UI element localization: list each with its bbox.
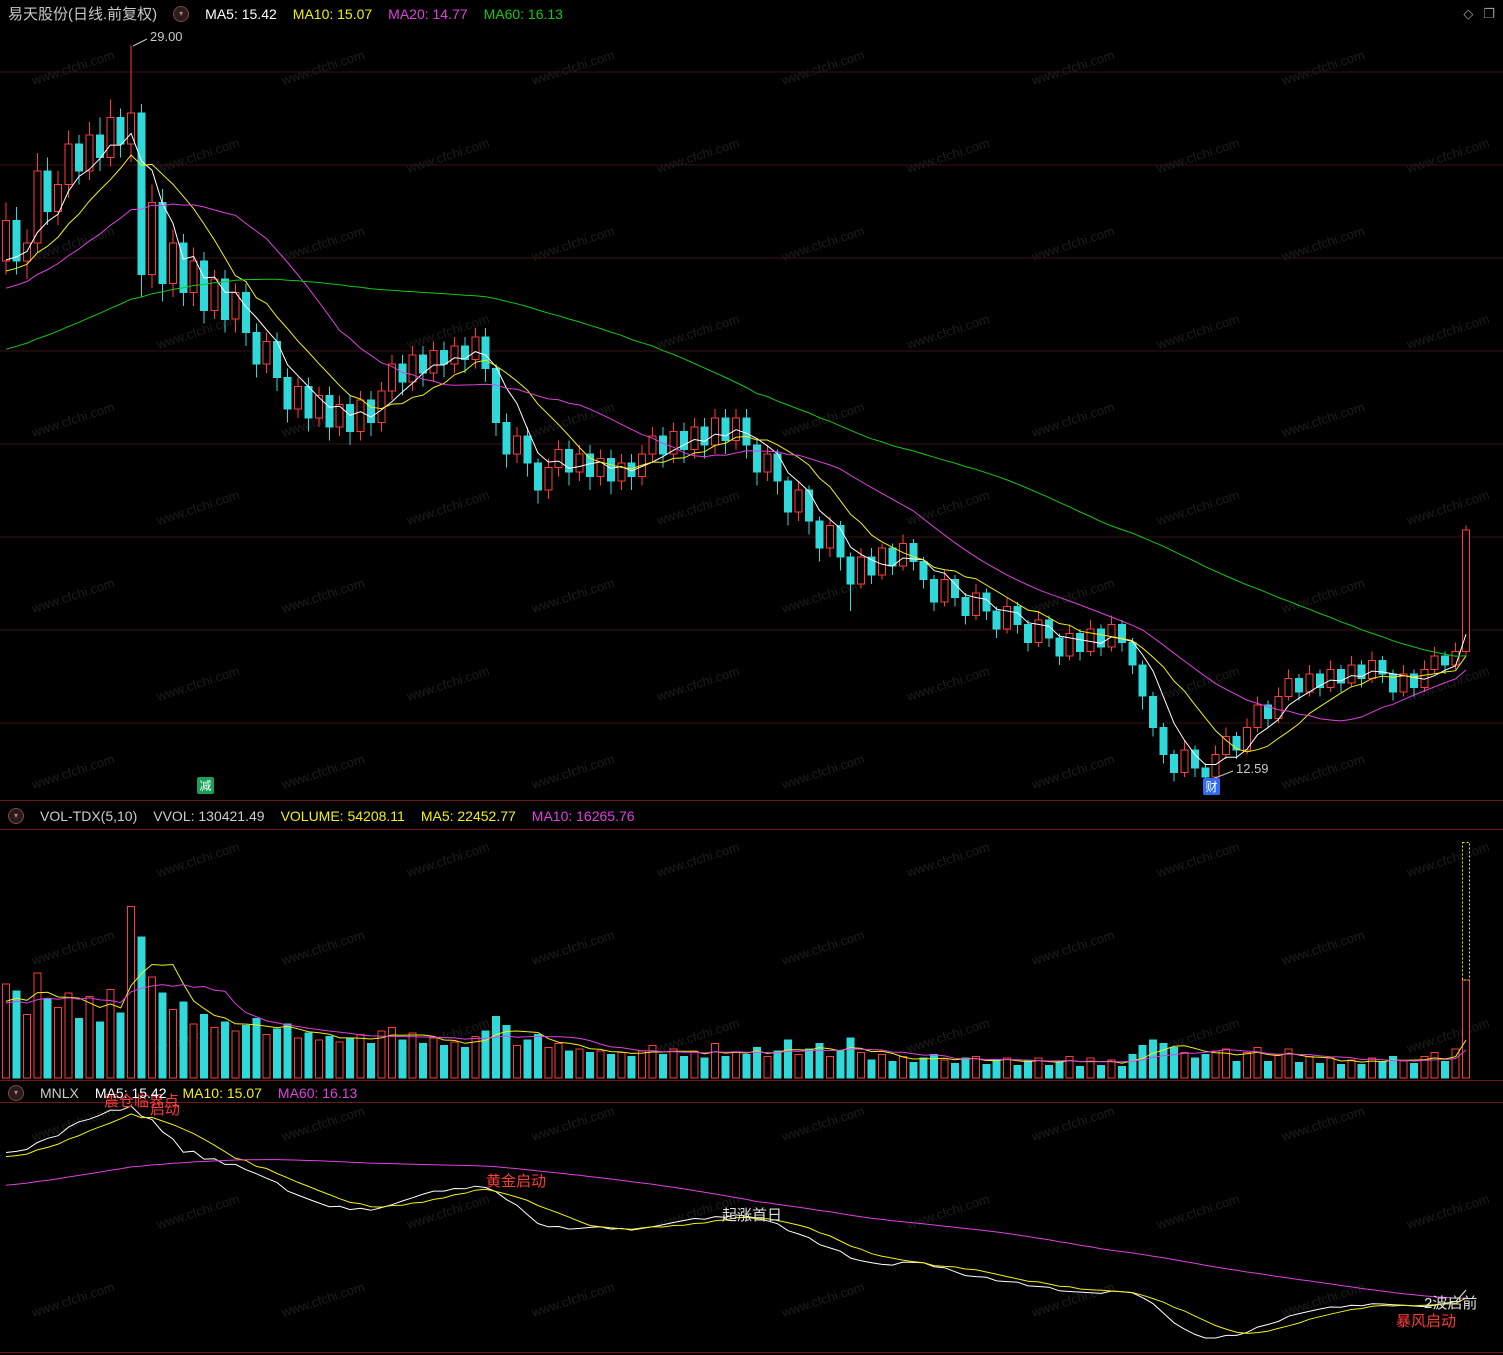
restore-window-icon[interactable]: ❐ [1483, 5, 1495, 21]
mnlx-ma10-line [5, 1113, 1467, 1334]
mnlx-ma5-value: MA5: 15.42 [94, 1084, 167, 1101]
mnlx-collapse-icon[interactable]: ▾ [8, 1084, 24, 1101]
vol-ma10-value: MA10: 16265.76 [531, 807, 635, 824]
volume-ma10-line [5, 984, 1467, 1063]
candlesticks[interactable] [2, 45, 1470, 783]
diamond-icon[interactable]: ◇ [1463, 5, 1474, 21]
vol-ma5-value: MA5: 22452.77 [420, 807, 516, 824]
indicator-collapse-icon[interactable]: ▾ [173, 5, 190, 22]
volume-panel-header: ▾ VOL-TDX(5,10) VVOL: 130421.49 VOLUME: … [0, 803, 1503, 828]
stock-title: 易天股份(日线.前复权) [8, 6, 158, 23]
price-ma60-line [5, 278, 1467, 657]
mnlx-indicator-title: MNLX [40, 1084, 79, 1101]
mnlx-ma10-value: MA10: 15.07 [182, 1084, 262, 1101]
volume-indicator-title: VOL-TDX(5,10) [40, 807, 138, 824]
vvol-value: VVOL: 130421.49 [153, 807, 265, 824]
volume-collapse-icon[interactable]: ▾ [8, 807, 24, 824]
price-ma5-line [5, 132, 1467, 765]
volume-estimate-dashed [1462, 841, 1470, 981]
mnlx-ma60-value: MA60: 16.13 [277, 1084, 358, 1101]
panel-dividers [0, 800, 1503, 1353]
volume-value: VOLUME: 54208.11 [280, 807, 405, 824]
mnlx-panel-header: ▾ MNLX MA5: 15.42 MA10: 15.07 MA60: 16.1… [0, 1081, 1503, 1104]
price-ma20-value: MA20: 14.77 [388, 5, 468, 22]
volume-bars[interactable] [2, 841, 1470, 1079]
price-ma10-value: MA10: 15.07 [292, 5, 373, 22]
mnlx-ma5-line [5, 1105, 1467, 1339]
price-extreme-annotation: 29.00 [150, 29, 183, 44]
price-ma60-value: MA60: 16.13 [483, 5, 563, 22]
price-extreme-annotation: 12.59 [1236, 761, 1269, 776]
price-ma5-value: MA5: 15.42 [205, 5, 277, 22]
price-ma10-line [5, 154, 1467, 753]
price-gridlines [0, 71, 1503, 724]
mnlx-ma60-line [5, 1159, 1467, 1299]
price-ma20-line [5, 203, 1467, 722]
price-panel-header: 易天股份(日线.前复权) ▾ MA5: 15.42 MA10: 15.07 MA… [0, 0, 1503, 27]
